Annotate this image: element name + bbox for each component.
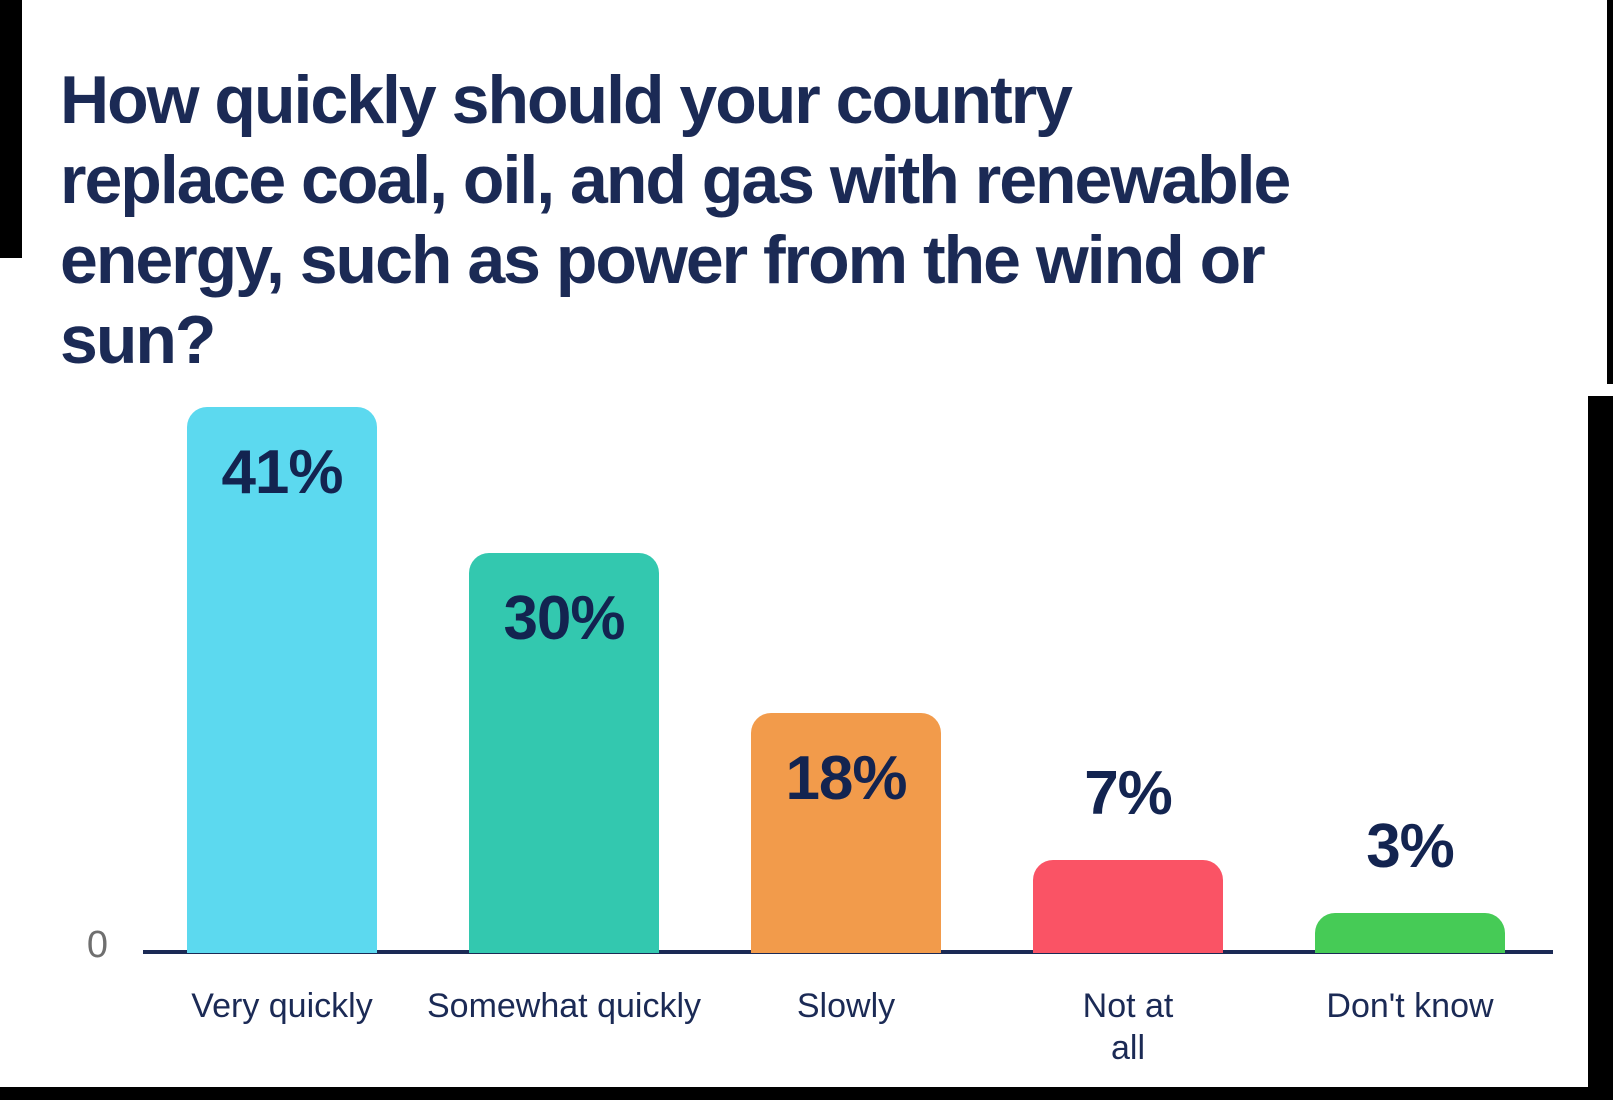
chart-title: How quickly should your country replace … [60, 60, 1580, 380]
value-label-not-at-all: 7% [1084, 759, 1173, 828]
value-label-very-quickly: 41% [221, 438, 343, 507]
bar-not-at-all [1033, 860, 1223, 953]
x-tick-label-don-t-know: Don't know [1326, 987, 1494, 1025]
screen-edge-left [0, 0, 22, 258]
value-label-slowly: 18% [785, 744, 907, 813]
bar-don-t-know [1315, 913, 1505, 953]
screen-edge-right-bottom [1588, 396, 1613, 1100]
chart-title-line-1: How quickly should your country [60, 61, 1073, 138]
value-label-somewhat-quickly: 30% [503, 584, 625, 653]
x-tick-label-slowly: Slowly [796, 987, 896, 1025]
chart-title-line-4: sun? [60, 301, 216, 378]
y-axis-zero-tick-label: 0 [86, 924, 108, 966]
screen-edge-right-top [1607, 0, 1613, 384]
x-tick-label-very-quickly: Very quickly [191, 987, 373, 1025]
chart-title-line-3: energy, such as power from the wind or [60, 221, 1266, 298]
bar-slowly [751, 713, 941, 953]
bar-very-quickly [187, 407, 377, 953]
screen-edge-bottom [0, 1087, 1613, 1100]
x-tick-label-not-at-all: Not at all [1082, 987, 1174, 1067]
bar-somewhat-quickly [469, 553, 659, 953]
value-label-don-t-know: 3% [1366, 812, 1455, 881]
x-tick-label-somewhat-quickly: Somewhat quickly [426, 987, 701, 1025]
chart-title-line-2: replace coal, oil, and gas with renewabl… [60, 141, 1291, 218]
